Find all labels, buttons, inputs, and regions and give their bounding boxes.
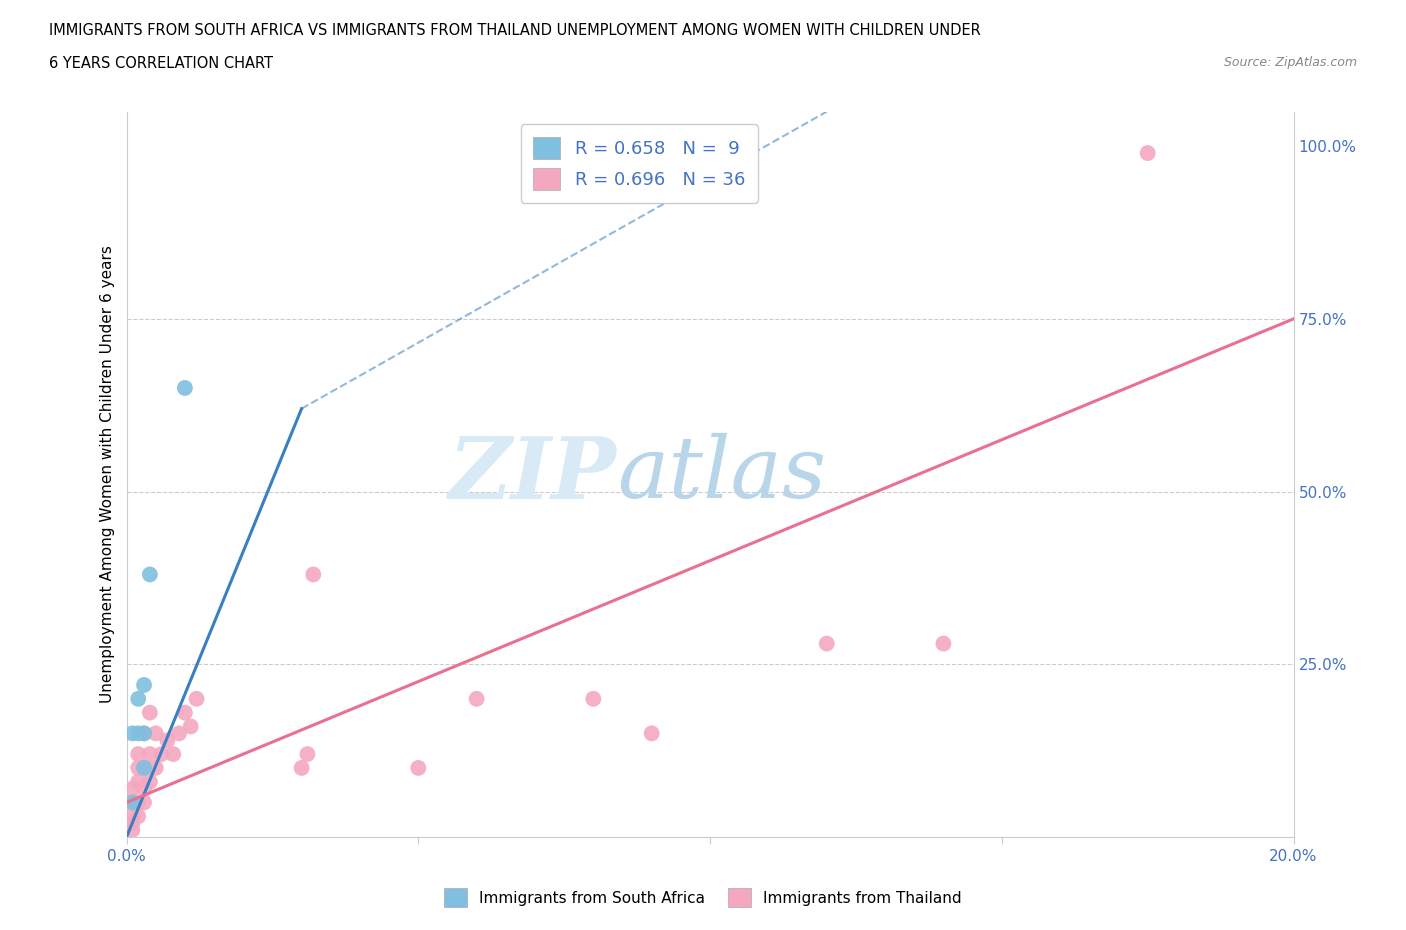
- Point: [297, 747, 319, 762]
- Point: [121, 809, 143, 824]
- Point: [150, 747, 173, 762]
- Point: [121, 795, 143, 810]
- Point: [127, 775, 149, 790]
- Point: [121, 816, 143, 830]
- Point: [127, 726, 149, 741]
- Point: [127, 809, 149, 824]
- Point: [815, 636, 838, 651]
- Point: [290, 761, 312, 776]
- Point: [162, 747, 184, 762]
- Legend: Immigrants from South Africa, Immigrants from Thailand: Immigrants from South Africa, Immigrants…: [439, 883, 967, 913]
- Point: [186, 691, 208, 706]
- Point: [582, 691, 605, 706]
- Point: [127, 691, 149, 706]
- Point: [139, 775, 162, 790]
- Text: 6 YEARS CORRELATION CHART: 6 YEARS CORRELATION CHART: [49, 56, 273, 71]
- Point: [465, 691, 488, 706]
- Point: [932, 636, 955, 651]
- Point: [121, 823, 143, 838]
- Point: [145, 761, 167, 776]
- Point: [139, 567, 162, 582]
- Point: [121, 795, 143, 810]
- Point: [167, 726, 190, 741]
- Text: IMMIGRANTS FROM SOUTH AFRICA VS IMMIGRANTS FROM THAILAND UNEMPLOYMENT AMONG WOME: IMMIGRANTS FROM SOUTH AFRICA VS IMMIGRAN…: [49, 23, 981, 38]
- Y-axis label: Unemployment Among Women with Children Under 6 years: Unemployment Among Women with Children U…: [100, 246, 115, 703]
- Point: [132, 761, 155, 776]
- Point: [145, 726, 167, 741]
- Point: [139, 747, 162, 762]
- Point: [127, 761, 149, 776]
- Text: atlas: atlas: [617, 433, 825, 515]
- Text: Source: ZipAtlas.com: Source: ZipAtlas.com: [1223, 56, 1357, 69]
- Point: [174, 705, 197, 720]
- Point: [174, 380, 197, 395]
- Point: [302, 567, 325, 582]
- Point: [408, 761, 430, 776]
- Point: [132, 761, 155, 776]
- Point: [132, 795, 155, 810]
- Point: [121, 781, 143, 796]
- Point: [180, 719, 202, 734]
- Point: [127, 747, 149, 762]
- Legend: R = 0.658   N =  9, R = 0.696   N = 36: R = 0.658 N = 9, R = 0.696 N = 36: [520, 125, 758, 203]
- Point: [132, 781, 155, 796]
- Point: [640, 726, 664, 741]
- Point: [132, 726, 155, 741]
- Point: [121, 726, 143, 741]
- Point: [1136, 146, 1159, 161]
- Point: [127, 795, 149, 810]
- Point: [156, 733, 179, 748]
- Point: [139, 705, 162, 720]
- Text: ZIP: ZIP: [449, 432, 617, 516]
- Point: [132, 726, 155, 741]
- Point: [132, 678, 155, 693]
